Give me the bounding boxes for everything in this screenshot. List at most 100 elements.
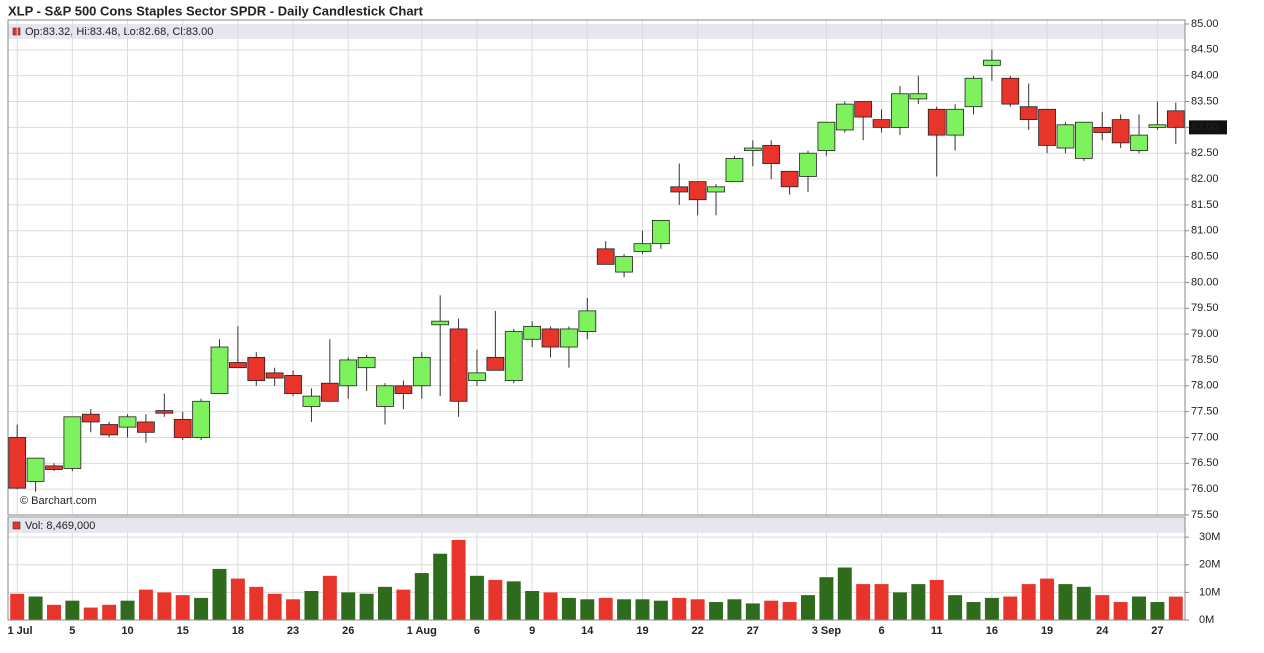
candle-body [983, 59, 1001, 66]
volume-bar [745, 603, 760, 620]
candle-body [118, 416, 137, 428]
volume-bar [690, 599, 705, 620]
volume-bar [414, 573, 429, 620]
y-tick-label: 80.00 [1191, 276, 1219, 288]
volume-bar [801, 595, 815, 620]
y-tick-label: 77.00 [1191, 431, 1219, 443]
volume-bar [948, 595, 963, 620]
y-tick-label: 76.50 [1191, 457, 1219, 469]
volume-bar [1040, 578, 1055, 620]
volume-bar [911, 584, 926, 620]
volume-bar [617, 599, 632, 620]
x-tick-label: 27 [1151, 625, 1163, 637]
volume-bar [304, 591, 319, 620]
volume-bar [1168, 596, 1183, 620]
candle-body [1093, 126, 1112, 133]
volume-bar [598, 597, 613, 620]
y-tick-label: 10M [1199, 586, 1220, 598]
y-tick-label: 80.50 [1191, 250, 1219, 262]
y-tick-label: 75.50 [1191, 509, 1219, 521]
volume-bar [396, 589, 411, 620]
candle-body [652, 219, 670, 245]
candle-body [100, 424, 119, 436]
candle-body [155, 410, 174, 414]
volume-bar [286, 599, 301, 620]
x-tick-label: 5 [69, 625, 75, 637]
candle-body [707, 186, 725, 193]
volume-bar [1132, 596, 1147, 620]
candle-body [817, 121, 836, 152]
candle-body [615, 256, 633, 273]
volume-bar [672, 597, 687, 620]
candle-body [946, 108, 964, 136]
volume-bar [1095, 595, 1110, 620]
candle-body [63, 416, 82, 469]
candle-body [229, 362, 247, 369]
chart-title: XLP - S&P 500 Cons Staples Sector SPDR -… [8, 3, 424, 18]
volume-bar [653, 600, 668, 620]
candle-body [8, 437, 27, 489]
volume-legend-text: Vol: 8,469,000 [25, 520, 95, 532]
y-tick-label: 79.50 [1191, 302, 1219, 314]
candle-body [431, 320, 450, 326]
volume-bar [359, 593, 374, 620]
volume-bar [764, 600, 779, 620]
y-tick-label: 78.00 [1191, 380, 1219, 392]
volume-bar [65, 600, 80, 620]
volume-panel-frame [7, 516, 1186, 621]
x-tick-label: 26 [342, 625, 354, 637]
candle-body [247, 356, 266, 382]
y-tick-label: 84.50 [1191, 44, 1219, 56]
candle-body [1056, 124, 1075, 149]
volume-bar [1113, 602, 1128, 620]
volume-bar [635, 599, 650, 620]
volume-bar [138, 589, 153, 620]
candle-body [173, 418, 192, 438]
volume-bar [267, 593, 282, 620]
candle-body [854, 101, 873, 118]
x-tick-label: 1 Aug [407, 625, 437, 637]
candle-body [1074, 121, 1093, 159]
volume-bar [984, 597, 999, 620]
y-tick-label: 83.00 [1191, 121, 1219, 133]
y-tick-label: 82.50 [1191, 147, 1219, 159]
candle-body [376, 385, 394, 407]
x-tick-label: 18 [232, 625, 244, 637]
x-tick-label: 9 [529, 625, 535, 637]
candle-body [26, 457, 45, 482]
x-tick-label: 19 [1041, 625, 1053, 637]
x-tick-label: 10 [121, 625, 133, 637]
volume-bar [856, 584, 871, 620]
candle-body [1130, 134, 1148, 152]
candle-body [743, 147, 762, 152]
candle-body [1148, 124, 1167, 128]
candle-body [1001, 77, 1020, 105]
candle-body [192, 400, 210, 438]
candle-body [1038, 108, 1056, 146]
candle-body [541, 328, 560, 348]
volume-bar [157, 592, 172, 620]
volume-bar [433, 553, 448, 620]
x-tick-label: 6 [474, 625, 480, 637]
candle-body [1166, 110, 1185, 128]
volume-bar [194, 597, 209, 620]
x-tick-label: 14 [581, 625, 594, 637]
volume-bar [727, 599, 742, 620]
y-tick-label: 81.50 [1191, 199, 1219, 211]
candle-body [578, 310, 597, 332]
volume-bar [525, 591, 540, 620]
candle-body [725, 157, 744, 183]
volume-bar [1058, 584, 1073, 620]
y-tick-label: 20M [1199, 559, 1220, 571]
volume-bar [378, 586, 392, 620]
volume-bar [1150, 602, 1165, 620]
candle-body [320, 382, 339, 402]
x-tick-label: 24 [1096, 625, 1109, 637]
candle-body [302, 395, 321, 407]
candle-body [468, 372, 486, 382]
x-tick-label: 15 [177, 625, 189, 637]
candle-body [799, 152, 817, 177]
candle-body [81, 413, 100, 423]
x-tick-label: 19 [636, 625, 648, 637]
